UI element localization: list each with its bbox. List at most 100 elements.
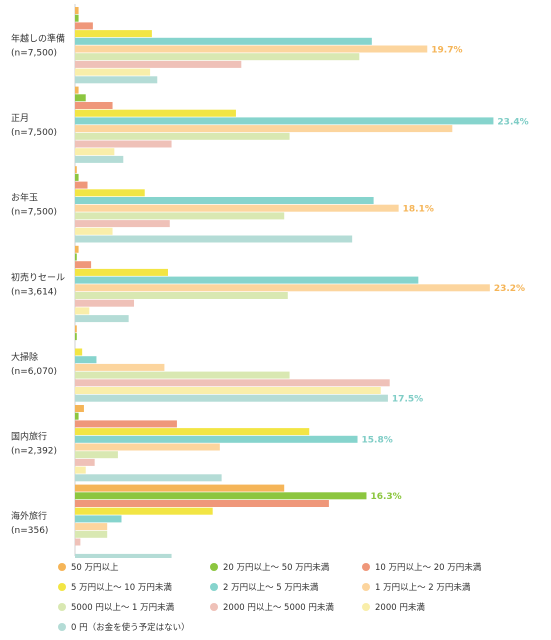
bar — [75, 538, 81, 546]
bar — [75, 37, 372, 45]
legend-item: 0 円（お金を使う予定はない） — [58, 620, 190, 636]
bar — [75, 253, 77, 261]
bar — [75, 474, 222, 482]
legend-item: 2000 円以上～ 5000 円未満 — [210, 600, 334, 616]
legend-label: 50 万円以上 — [71, 563, 119, 573]
bar — [75, 125, 453, 133]
bar — [75, 466, 86, 474]
bar — [75, 530, 108, 538]
bar — [75, 333, 77, 341]
bar — [75, 45, 428, 53]
category-sample-size: (n=6,070) — [11, 367, 57, 377]
bar — [75, 405, 84, 412]
bar — [75, 492, 367, 500]
category-sample-size: (n=3,614) — [11, 287, 57, 297]
data-label: 16.3% — [370, 492, 401, 502]
bar — [75, 387, 381, 394]
bar — [75, 197, 374, 204]
bar — [75, 189, 145, 197]
legend-label: 5 万円以上～ 10 万円未満 — [71, 583, 172, 593]
bar — [75, 371, 290, 379]
bar — [75, 284, 490, 292]
category-label: 大掃除 — [11, 351, 38, 363]
bar — [75, 60, 242, 68]
bar — [75, 245, 79, 253]
bar — [75, 443, 220, 451]
legend-item: 5000 円以上～ 1 万円未満 — [58, 600, 174, 616]
bar — [75, 173, 79, 181]
bar — [75, 7, 79, 14]
bar — [75, 155, 124, 163]
bar — [75, 261, 92, 269]
bar — [75, 515, 122, 523]
category-sample-size: (n=7,500) — [11, 49, 57, 59]
legend-item: 2 万円以上～ 5 万円未満 — [210, 580, 318, 596]
bar — [75, 379, 390, 387]
legend-item: 10 万円以上～ 20 万円未満 — [362, 560, 481, 576]
category-sample-size: (n=7,500) — [11, 208, 57, 218]
bar — [75, 356, 97, 364]
bar — [75, 435, 358, 443]
legend-swatch — [210, 603, 218, 611]
legend-swatch — [58, 583, 66, 591]
legend-label: 2 万円以上～ 5 万円未満 — [223, 583, 319, 593]
bar — [75, 76, 158, 84]
bar — [75, 109, 236, 117]
legend-label: 0 円（お金を使う予定はない） — [71, 623, 190, 633]
legend-swatch — [362, 603, 370, 611]
bar — [75, 420, 177, 428]
legend-label: 2000 円以上～ 5000 円未満 — [223, 603, 334, 613]
bar — [75, 268, 168, 276]
category-label: 正月 — [11, 113, 29, 124]
data-label: 19.7% — [431, 45, 462, 55]
legend-swatch — [210, 563, 218, 571]
bar — [75, 86, 79, 94]
data-label: 23.4% — [497, 117, 528, 127]
bar — [75, 363, 165, 371]
bar — [75, 325, 77, 333]
bar — [75, 484, 285, 492]
bar-chart: 年越しの準備 (n=7,500) 正月 (n=7,500) お年玉 (n=7,500) 初売… — [11, 4, 529, 558]
bar — [75, 315, 129, 323]
legend-swatch — [362, 563, 370, 571]
data-label: 23.2% — [494, 284, 525, 294]
bar — [75, 227, 113, 235]
category-label: 国内旅行 — [11, 431, 47, 443]
bar — [75, 148, 115, 156]
category-label: 年越しの準備 — [11, 33, 65, 45]
data-label: 15.8% — [362, 436, 393, 446]
legend-item: 1 万円以上～ 2 万円未満 — [362, 580, 470, 596]
data-label: 18.1% — [403, 205, 434, 215]
bar — [75, 292, 288, 299]
category-label: 初売りセール — [11, 271, 65, 283]
legend-label: 10 万円以上～ 20 万円未満 — [375, 563, 482, 573]
legend-label: 1 万円以上～ 2 万円未満 — [375, 583, 471, 593]
bar — [75, 22, 93, 30]
legend-label: 5000 円以上～ 1 万円未満 — [71, 603, 175, 613]
bar — [75, 204, 399, 212]
bar — [75, 14, 79, 22]
bar — [75, 181, 88, 189]
category-sample-size: (n=2,392) — [11, 447, 57, 457]
bar — [75, 220, 170, 228]
category-sample-size: (n=7,500) — [11, 128, 57, 138]
bar — [75, 507, 213, 515]
bar — [75, 102, 113, 109]
bar — [75, 451, 118, 459]
bar — [75, 94, 86, 102]
bar — [75, 235, 353, 243]
bar — [75, 140, 172, 148]
chart-legend: 50 万円以上 20 万円以上～ 50 万円未満 10 万円以上～ 20 万円未満 5… — [0, 558, 551, 640]
legend-swatch — [58, 563, 66, 571]
bar — [75, 276, 419, 284]
bar — [75, 428, 310, 436]
bar — [75, 412, 79, 420]
bar — [75, 307, 90, 315]
bar — [75, 132, 290, 140]
bar — [75, 212, 285, 220]
bar — [75, 523, 108, 531]
legend-item: 5 万円以上～ 10 万円未満 — [58, 580, 172, 596]
bar — [75, 299, 135, 307]
bar — [75, 500, 329, 507]
legend-label: 20 万円以上～ 50 万円未満 — [223, 563, 330, 573]
